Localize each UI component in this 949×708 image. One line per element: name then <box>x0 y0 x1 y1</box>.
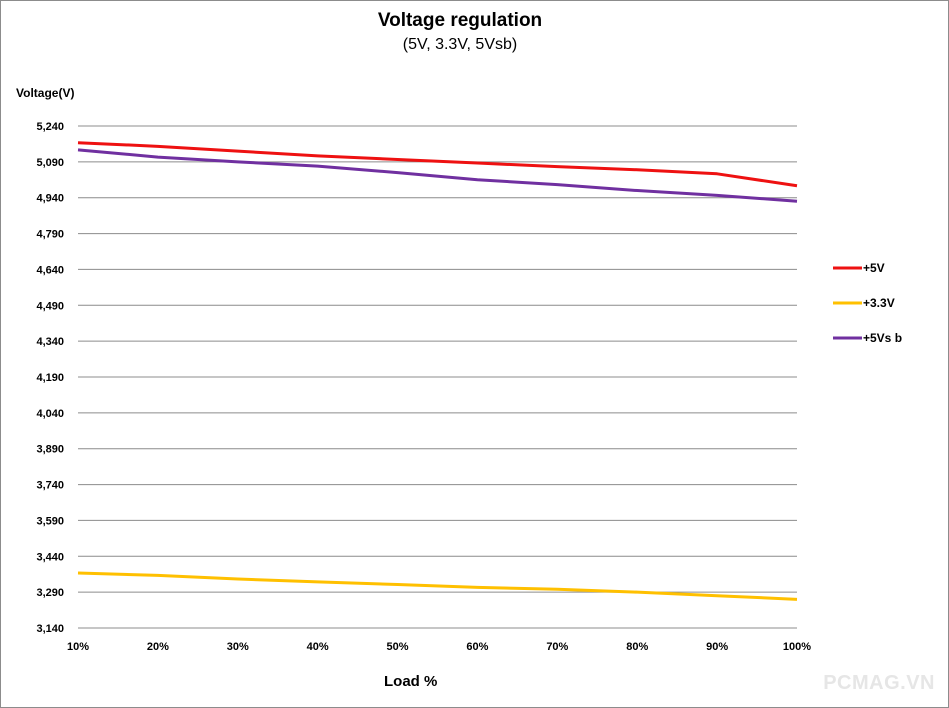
y-tick-label: 3,740 <box>36 480 64 492</box>
y-tick-labels: 5,240 5,090 4,940 4,790 4,640 4,490 4,340 4,190… <box>36 121 64 635</box>
y-axis-label: Voltage(V) <box>16 86 75 100</box>
x-tick-label: 70% <box>546 641 568 653</box>
legend: +5V +3.3V +5Vs b <box>833 261 902 345</box>
y-tick-label: 4,040 <box>36 408 64 420</box>
watermark-logo: PCMAG.VN <box>823 672 935 694</box>
y-tick-label: 3,890 <box>36 444 64 456</box>
x-tick-label: 20% <box>147 641 169 653</box>
y-tick-label: 4,340 <box>36 336 64 348</box>
y-tick-label: 3,140 <box>36 623 64 635</box>
x-tick-label: 90% <box>706 641 728 653</box>
series-lines <box>77 141 798 601</box>
y-tick-label: 4,190 <box>36 372 64 384</box>
x-tick-label: 40% <box>307 641 329 653</box>
y-tick-label: 5,090 <box>36 157 64 169</box>
x-tick-label: 30% <box>227 641 249 653</box>
x-tick-label: 50% <box>387 641 409 653</box>
y-tick-label: 4,490 <box>36 300 64 312</box>
y-tick-label: 3,590 <box>36 515 64 527</box>
x-tick-label: 10% <box>67 641 89 653</box>
x-axis-label: Load % <box>384 673 438 690</box>
x-tick-label: 80% <box>626 641 648 653</box>
legend-label: +3.3V <box>863 296 895 310</box>
x-tick-labels: 10% 20% 30% 40% 50% 60% 70% 80% 90% 100% <box>67 641 811 653</box>
gridlines <box>78 125 797 629</box>
y-tick-label: 4,640 <box>36 264 64 276</box>
y-tick-label: 4,790 <box>36 229 64 241</box>
series-line <box>77 148 798 203</box>
x-tick-label: 60% <box>466 641 488 653</box>
y-tick-label: 4,940 <box>36 193 64 205</box>
x-tick-label: 100% <box>783 641 811 653</box>
y-tick-label: 3,290 <box>36 587 64 599</box>
series-line <box>77 141 798 188</box>
series-line <box>77 571 798 601</box>
legend-label: +5Vs b <box>863 331 902 345</box>
y-tick-label: 5,240 <box>36 121 64 133</box>
chart-subtitle: (5V, 3.3V, 5Vsb) <box>402 36 518 53</box>
legend-label: +5V <box>863 261 885 275</box>
chart-title: Voltage regulation <box>377 10 543 31</box>
y-tick-label: 3,440 <box>36 551 64 563</box>
